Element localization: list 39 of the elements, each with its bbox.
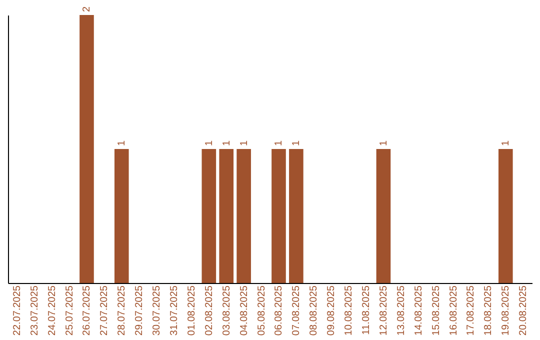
data-label: 1 (291, 140, 302, 146)
x-tick-label: 17.08.2025 (466, 285, 477, 336)
x-tick-label: 03.08.2025 (221, 285, 232, 336)
x-tick-label: 28.07.2025 (116, 285, 128, 336)
x-tick-label: 15.08.2025 (430, 285, 442, 336)
x-tick-label: 19.08.2025 (500, 285, 512, 336)
x-tick-label: 24.07.2025 (46, 285, 58, 336)
x-tick-label: 12.08.2025 (378, 285, 390, 336)
x-tick-label: 10.08.2025 (344, 285, 355, 336)
x-tick-label: 14.08.2025 (413, 285, 424, 336)
x-tick-label: 29.07.2025 (134, 285, 146, 336)
data-label: 1 (204, 140, 215, 146)
x-tick-label: 07.08.2025 (291, 285, 302, 336)
data-label: 2 (82, 6, 93, 12)
x-tick-label: 01.08.2025 (186, 285, 198, 336)
x-tick-label: 13.08.2025 (396, 285, 407, 336)
x-tick-label: 27.07.2025 (99, 285, 110, 336)
x-tick-label: 30.07.2025 (152, 285, 163, 336)
x-tick-label: 16.08.2025 (448, 285, 460, 336)
x-tick-label: 20.08.2025 (518, 285, 530, 336)
x-tick-label: 31.07.2025 (168, 285, 180, 336)
x-tick-label: 08.08.2025 (308, 285, 320, 336)
x-tick-label: 06.08.2025 (274, 285, 285, 336)
x-tick-label: 04.08.2025 (238, 285, 250, 336)
data-label: 1 (116, 140, 128, 146)
x-tick-label: 09.08.2025 (326, 285, 338, 336)
x-tick-label: 26.07.2025 (82, 285, 93, 336)
x-tick-label: 25.07.2025 (64, 285, 76, 336)
data-label: 1 (221, 140, 232, 146)
data-label: 1 (500, 140, 512, 146)
x-tick-label: 18.08.2025 (483, 285, 494, 336)
x-tick-label: 11.08.2025 (361, 285, 372, 335)
x-tick-label: 05.08.2025 (256, 285, 268, 336)
data-label: 1 (378, 140, 390, 146)
data-label: 1 (238, 140, 250, 146)
data-label: 1 (274, 140, 285, 146)
x-tick-label: 22.07.2025 (12, 285, 23, 336)
x-tick-label: 23.07.2025 (29, 285, 40, 336)
x-tick-label: 02.08.2025 (204, 285, 215, 336)
